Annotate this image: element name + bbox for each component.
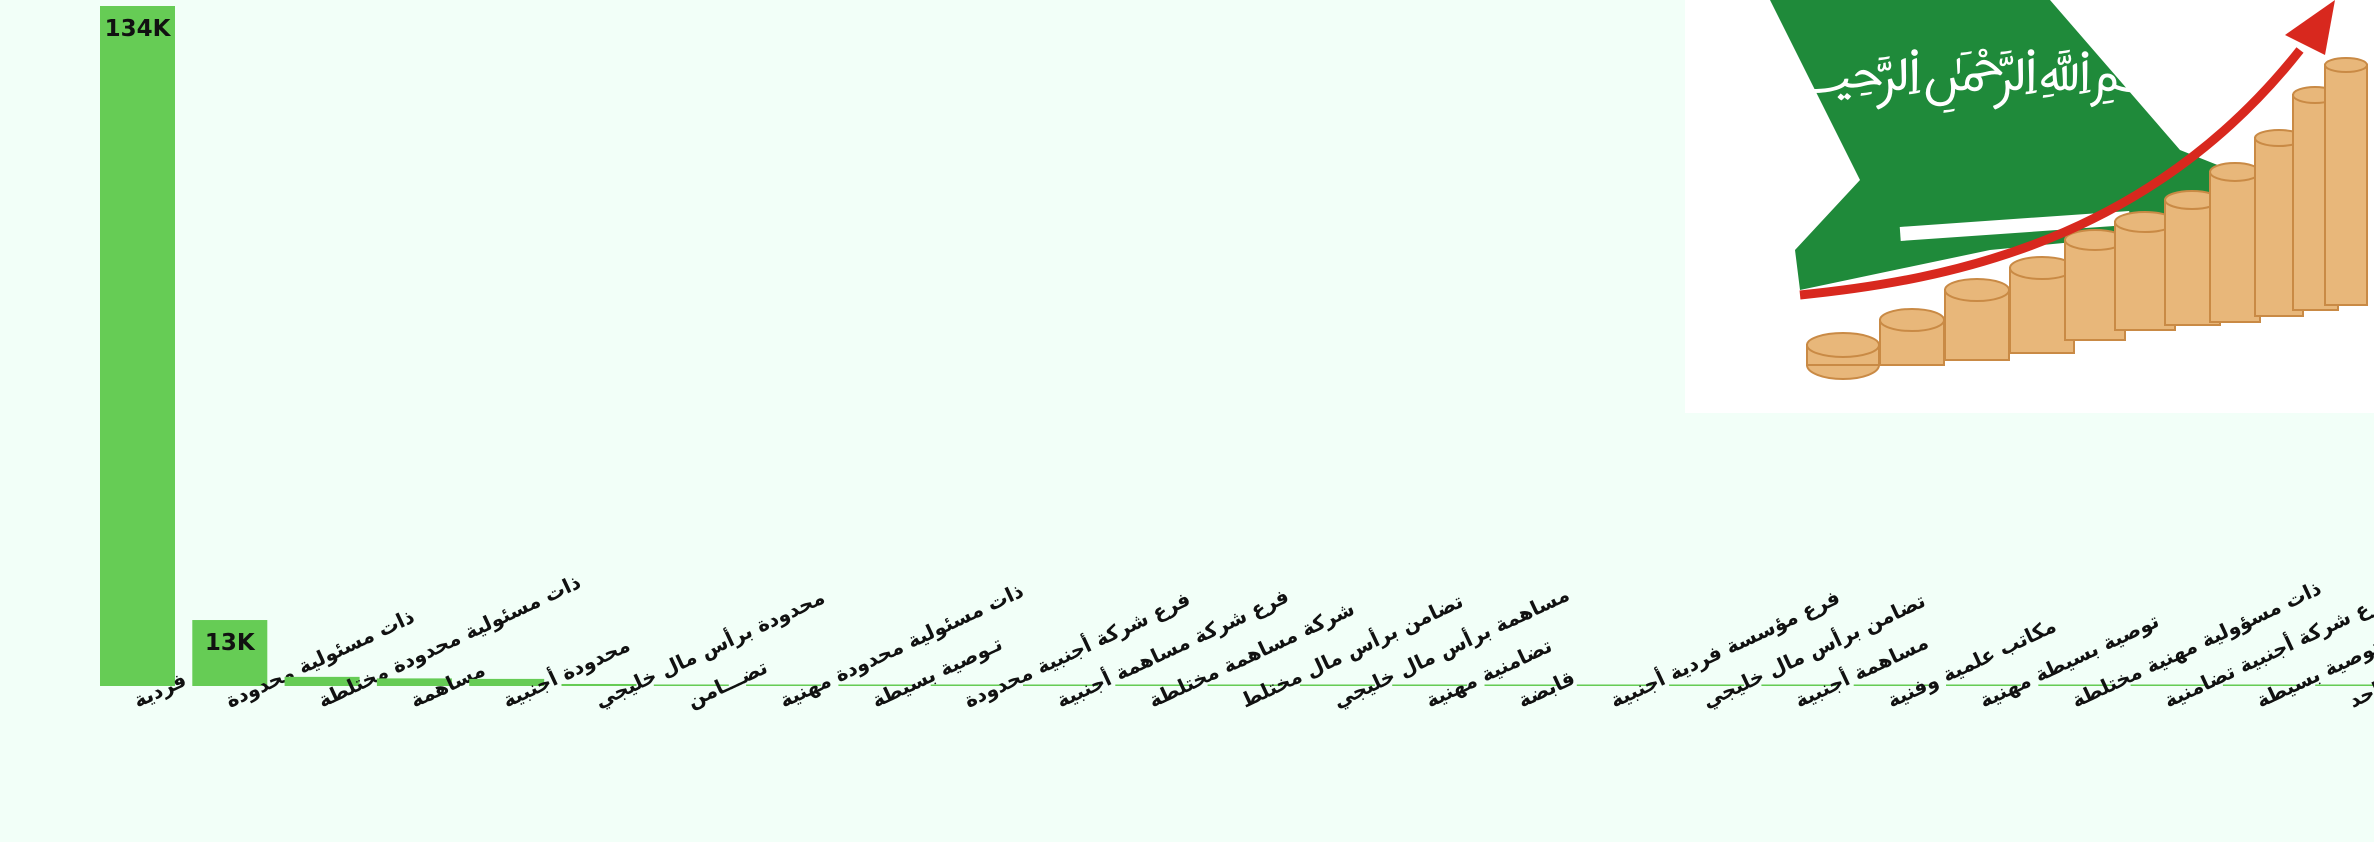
bar	[1576, 684, 1652, 686]
bar	[1115, 684, 1191, 686]
bar	[1299, 684, 1375, 686]
bar	[192, 620, 268, 686]
bar	[2222, 684, 2298, 686]
bar	[746, 684, 822, 686]
bar	[284, 676, 360, 686]
bar	[838, 684, 914, 686]
bar	[1207, 684, 1283, 686]
data-label: 13K	[205, 630, 256, 656]
bar	[2315, 684, 2374, 686]
bar	[100, 6, 175, 686]
data-label: 134K	[105, 16, 172, 42]
bar	[930, 684, 1006, 686]
bar	[469, 678, 545, 686]
bar	[1023, 684, 1098, 686]
bar	[653, 684, 729, 686]
bar	[1761, 684, 1837, 686]
bar	[1853, 684, 1929, 686]
bar	[376, 678, 452, 686]
bar	[2130, 684, 2206, 686]
bar	[1946, 684, 2021, 686]
bar	[1669, 684, 1745, 686]
bar	[1484, 684, 1560, 686]
bar	[1392, 684, 1468, 686]
svg-text:﷽: ﷽	[1760, 35, 2221, 113]
bar	[561, 683, 637, 686]
bar	[2038, 684, 2114, 686]
decorative-image: ﷽	[1685, 0, 2374, 413]
x-tick-label: قابضة	[1514, 665, 1578, 712]
